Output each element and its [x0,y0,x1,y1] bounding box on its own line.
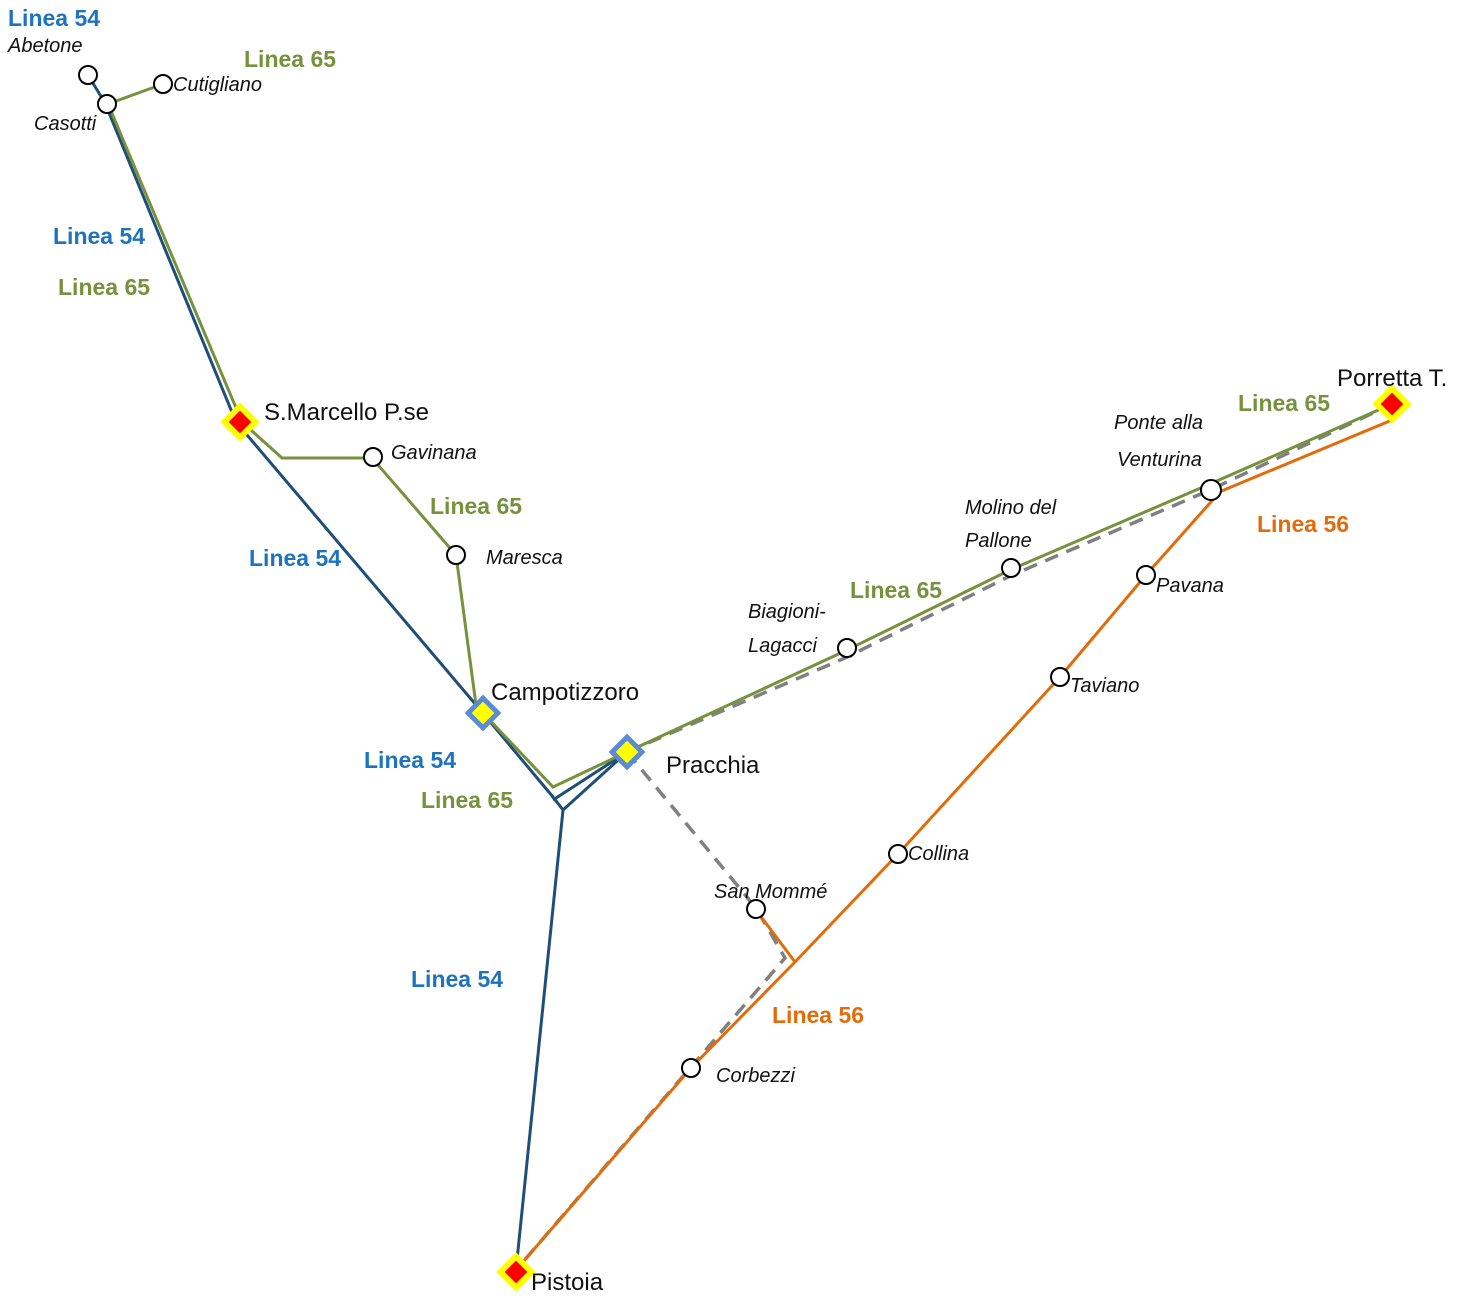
stop-icon[interactable] [837,638,857,658]
stop-label-pallone: Pallone [965,530,1032,552]
stop-label-ponte-alla: Ponte alla [1114,412,1203,434]
stop-label-corbezzi: Corbezzi [716,1065,795,1087]
stop-icon[interactable] [97,94,117,114]
stop-icon[interactable] [746,899,766,919]
stop-label-maresca: Maresca [486,547,563,569]
stop-icon[interactable] [1136,565,1156,585]
stop-labels: Abetone Cutigliano Casotti Gavinana Mare… [7,35,1224,1087]
label-linea-54: Linea 54 [364,747,456,773]
stop-label-collina: Collina [908,843,969,865]
label-linea-56: Linea 56 [772,1002,864,1028]
stop-icon[interactable] [1001,558,1021,578]
linea-65-segment-main [106,103,1393,789]
stop-icon[interactable] [78,65,98,85]
label-linea-56: Linea 56 [1257,511,1349,537]
stop-icon[interactable] [681,1058,701,1078]
linea-56-segment-san-momme [754,909,797,963]
hub-labels: S.Marcello P.se Campotizzoro Pracchia Po… [264,365,1447,1296]
linea-54-segment-inner [552,750,628,802]
stop-label-abetone: Abetone [7,35,83,57]
label-linea-65: Linea 65 [244,46,336,72]
hub-label-s-marcello: S.Marcello P.se [264,399,429,426]
secondary-hub-icon[interactable] [608,733,646,771]
stop-icon[interactable] [363,447,383,467]
linea-54-segment-pracchia [561,750,629,812]
hub-label-pracchia: Pracchia [666,752,760,779]
label-linea-65: Linea 65 [421,787,513,813]
stop-icon[interactable] [446,545,466,565]
stop-label-molino: Molino del [965,497,1057,519]
label-linea-54: Linea 54 [53,223,145,249]
hub-label-porretta: Porretta T. [1337,365,1447,392]
stop-label-biagioni: Biagioni- [748,601,826,623]
main-hub-icon[interactable] [496,1252,536,1292]
stop-icon[interactable] [153,74,173,94]
main-hubs [220,384,1412,1292]
label-linea-65: Linea 65 [850,577,942,603]
stop-label-taviano: Taviano [1070,675,1139,697]
stop-label-pavana: Pavana [1156,575,1224,597]
label-linea-65: Linea 65 [1238,390,1330,416]
secondary-hubs [464,694,646,771]
label-linea-65: Linea 65 [58,274,150,300]
linea-54-route [86,74,629,1271]
stop-label-gavinana: Gavinana [391,442,477,464]
stop-icon[interactable] [888,844,908,864]
linea-54-segment-main [86,74,565,1271]
label-linea-65: Linea 65 [430,493,522,519]
hub-label-campotizzoro: Campotizzoro [491,679,639,706]
linea-65-route [106,82,1393,789]
stop-icon[interactable] [1200,479,1222,501]
secondary-hub-icon[interactable] [464,694,502,732]
stop-label-venturina: Venturina [1117,449,1202,471]
stops [78,65,1222,1078]
main-hub-icon[interactable] [220,402,260,442]
label-linea-54: Linea 54 [249,545,341,571]
hub-label-pistoia: Pistoia [531,1269,604,1296]
stop-icon[interactable] [1050,667,1070,687]
stop-label-lagacci: Lagacci [748,635,817,657]
stop-label-cutigliano: Cutigliano [173,74,262,96]
label-linea-54: Linea 54 [8,5,100,31]
line-labels: Linea 54 Linea 65 Linea 54 Linea 65 Line… [8,5,1349,1028]
label-linea-54: Linea 54 [411,966,503,992]
stop-label-casotti: Casotti [34,113,97,135]
railway-pracchia-pistoia [514,750,788,1272]
stop-label-san-momme: San Mommé [714,881,827,903]
